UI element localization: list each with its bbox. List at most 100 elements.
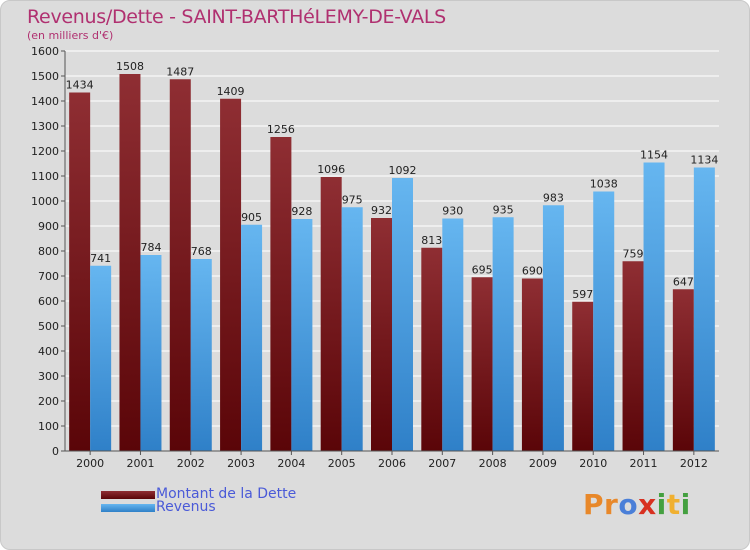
logo-letter: P xyxy=(583,488,605,521)
data-label: 741 xyxy=(90,252,111,265)
y-tick-label: 1000 xyxy=(31,195,59,208)
bar-dette xyxy=(119,74,141,451)
y-tick-label: 100 xyxy=(38,420,59,433)
data-label: 975 xyxy=(342,193,363,206)
y-tick-label: 1100 xyxy=(31,170,59,183)
chart-title: Revenus/Dette - SAINT-BARTHéLEMY-DE-VALS xyxy=(27,6,446,28)
x-tick-label: 2006 xyxy=(378,457,406,470)
bar-revenus xyxy=(392,178,413,451)
bar-dette xyxy=(270,137,292,451)
y-tick-label: 900 xyxy=(38,220,59,233)
y-tick-label: 1600 xyxy=(31,45,59,58)
legend-label-dette: Montant de la Dette xyxy=(156,486,297,502)
bar-dette xyxy=(471,277,493,451)
y-tick-label: 400 xyxy=(38,345,59,358)
data-label: 597 xyxy=(572,288,593,301)
data-label: 1092 xyxy=(389,164,417,177)
legend-swatch-dette xyxy=(101,491,155,499)
logo-letter: x xyxy=(638,488,657,521)
y-tick-label: 1200 xyxy=(31,145,59,158)
bar-revenus xyxy=(90,265,112,451)
bar-dette xyxy=(622,261,644,451)
data-label: 935 xyxy=(493,203,514,216)
bar-revenus xyxy=(442,218,464,451)
data-label: 647 xyxy=(673,275,694,288)
bar-revenus xyxy=(291,219,313,451)
data-label: 1134 xyxy=(690,154,718,167)
data-label: 784 xyxy=(140,241,161,254)
data-label: 930 xyxy=(442,205,463,218)
bar-dette xyxy=(220,98,242,451)
legend-label-revenus: Revenus xyxy=(156,499,216,515)
bar-dette xyxy=(320,177,342,451)
bar-revenus xyxy=(643,162,665,451)
legend-swatch-revenus xyxy=(101,504,155,512)
x-tick-label: 2004 xyxy=(277,457,305,470)
bar-dette xyxy=(572,301,594,451)
y-tick-label: 1300 xyxy=(31,120,59,133)
y-tick-label: 600 xyxy=(38,295,59,308)
data-label: 813 xyxy=(421,234,442,247)
data-label: 1256 xyxy=(267,123,295,136)
y-tick-label: 300 xyxy=(38,370,59,383)
bar-dette xyxy=(672,289,694,451)
y-tick-label: 700 xyxy=(38,270,59,283)
bar-dette xyxy=(69,92,91,451)
x-tick-label: 2012 xyxy=(680,457,708,470)
bar-dette xyxy=(169,79,191,451)
bar-revenus xyxy=(341,207,363,451)
bar-revenus xyxy=(140,255,162,451)
data-label: 1154 xyxy=(640,149,668,162)
x-tick-label: 2009 xyxy=(529,457,557,470)
bar-revenus xyxy=(190,259,212,451)
data-label: 905 xyxy=(241,211,262,224)
bar-revenus xyxy=(593,191,615,451)
y-tick-label: 0 xyxy=(52,445,59,458)
x-tick-label: 2008 xyxy=(479,457,507,470)
data-label: 759 xyxy=(623,247,644,260)
data-label: 932 xyxy=(371,204,392,217)
data-label: 695 xyxy=(472,263,493,276)
axes: 0 100 200 300 400 500 600 700 800 900 1000 1100 1200… xyxy=(31,45,719,470)
data-label: 690 xyxy=(522,265,543,278)
bar-revenus xyxy=(693,167,715,451)
y-tick-label: 1500 xyxy=(31,70,59,83)
data-label: 1409 xyxy=(217,85,245,98)
y-tick-label: 500 xyxy=(38,320,59,333)
bar-dette xyxy=(371,218,392,451)
y-tick-label: 1400 xyxy=(31,95,59,108)
data-label: 928 xyxy=(291,205,312,218)
data-label: 983 xyxy=(543,191,564,204)
data-label: 1434 xyxy=(66,79,94,92)
x-tick-label: 2005 xyxy=(328,457,356,470)
logo-letter: i xyxy=(656,488,667,521)
bar-dette xyxy=(421,247,443,451)
bar-revenus xyxy=(542,205,564,451)
x-tick-label: 2011 xyxy=(630,457,658,470)
bars: 1434 741 1508 784 1487 768 1409 905 1256 928 1096 9… xyxy=(66,60,718,451)
data-label: 1038 xyxy=(590,178,618,191)
x-tick-label: 2002 xyxy=(177,457,205,470)
logo-letter: i xyxy=(680,488,691,521)
x-tick-label: 2003 xyxy=(227,457,255,470)
data-label: 768 xyxy=(191,245,212,258)
x-tick-label: 2001 xyxy=(126,457,154,470)
chart-subtitle: (en milliers d'€) xyxy=(27,29,114,42)
bar-revenus xyxy=(492,217,514,451)
proxiti-logo: Proxiti xyxy=(583,488,691,521)
data-label: 1508 xyxy=(116,60,144,73)
y-tick-label: 200 xyxy=(38,395,59,408)
bar-dette xyxy=(521,278,543,451)
logo-letter: o xyxy=(618,488,639,521)
bar-revenus xyxy=(241,224,263,451)
data-label: 1487 xyxy=(166,65,194,78)
y-tick-label: 800 xyxy=(38,245,59,258)
data-label: 1096 xyxy=(317,163,345,176)
logo-letter: r xyxy=(604,488,619,521)
x-tick-label: 2000 xyxy=(76,457,104,470)
x-tick-label: 2007 xyxy=(428,457,456,470)
logo-letter: t xyxy=(666,488,681,521)
x-tick-label: 2010 xyxy=(579,457,607,470)
